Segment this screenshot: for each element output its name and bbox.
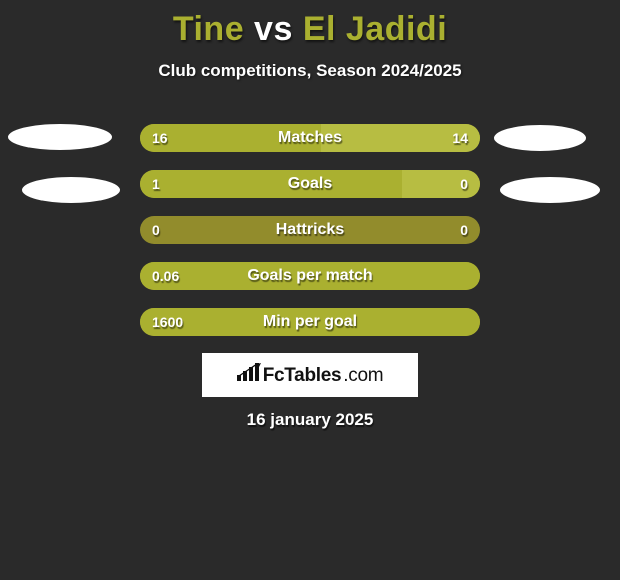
stats-block: Matches1614Goals10Hattricks00Goals per m… — [140, 124, 480, 354]
stat-value-left: 16 — [152, 124, 168, 152]
stat-value-right: 0 — [460, 170, 468, 198]
stat-label: Matches — [140, 124, 480, 152]
stat-value-right: 14 — [452, 124, 468, 152]
stat-label: Hattricks — [140, 216, 480, 244]
stats-card: Tine vs El Jadidi Club competitions, Sea… — [0, 0, 620, 580]
stat-value-left: 0 — [152, 216, 160, 244]
stat-value-left: 1 — [152, 170, 160, 198]
stat-bar: Goals1 0 — [140, 170, 480, 198]
stat-value-right: 0 — [460, 216, 468, 244]
stat-label: Goals per match — [140, 262, 480, 290]
stat-bar: Matches16 14 — [140, 124, 480, 152]
stat-label: Goals — [140, 170, 480, 198]
avatar-placeholder — [22, 177, 120, 203]
stat-bar: Goals per match0.06 — [140, 262, 480, 290]
logo: FcTables.com — [237, 363, 384, 387]
logo-dotcom: .com — [343, 365, 383, 387]
snapshot-date: 16 january 2025 — [0, 410, 620, 430]
logo-chart-icon — [237, 363, 261, 381]
avatar-placeholder — [8, 124, 112, 150]
stat-value-left: 0.06 — [152, 262, 179, 290]
stat-bar: Hattricks0 0 — [140, 216, 480, 244]
avatar-placeholder — [500, 177, 600, 203]
logo-box: FcTables.com — [202, 353, 418, 397]
page-title: Tine vs El Jadidi — [0, 0, 620, 49]
avatar-placeholder — [494, 125, 586, 151]
stat-bar: Min per goal1600 — [140, 308, 480, 336]
stat-value-left: 1600 — [152, 308, 183, 336]
stat-label: Min per goal — [140, 308, 480, 336]
logo-text: FcTables — [263, 365, 342, 387]
subtitle: Club competitions, Season 2024/2025 — [0, 61, 620, 81]
